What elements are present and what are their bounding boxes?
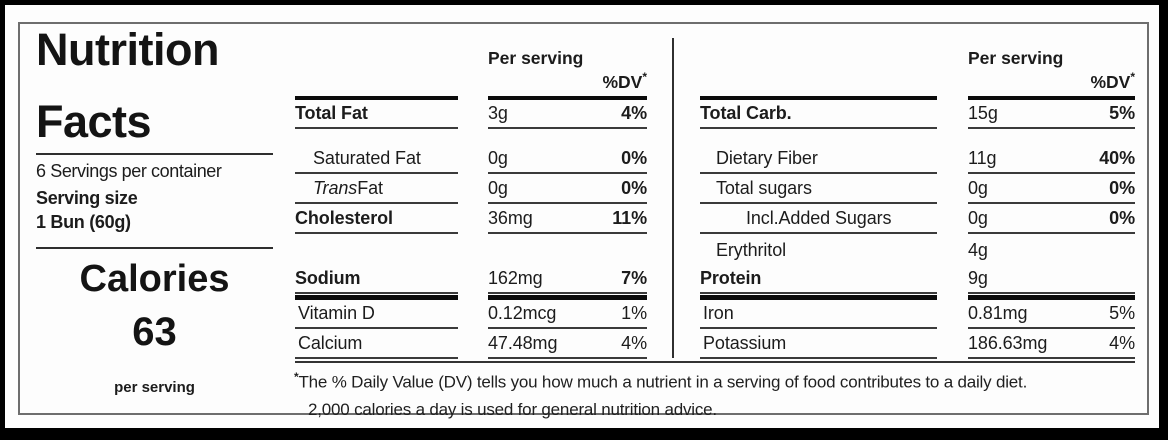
column-header: Per serving %DV* <box>700 40 1135 96</box>
footnote-line1: *The % Daily Value (DV) tells you how mu… <box>294 370 1028 392</box>
nutrient-row-total-fat: Total Fat 3g 4% <box>295 100 647 129</box>
nutrient-amount: 4g <box>968 240 988 260</box>
nutrient-name: Cholesterol <box>295 204 458 234</box>
daily-value-footnote: *The % Daily Value (DV) tells you how mu… <box>294 366 1154 421</box>
footnote-asterisk: * <box>294 370 299 384</box>
title-line2: Facts <box>36 96 152 147</box>
serving-size-value: 1 Bun (60g) <box>36 212 131 232</box>
spacer-row <box>295 234 647 264</box>
nutrient-row-cholesterol: Cholesterol 36mg 11% <box>295 204 647 234</box>
nutrient-row-potassium: Potassium 186.63mg 4% <box>700 329 1135 359</box>
per-serving-header: Per serving <box>488 48 584 69</box>
nutrient-name: Trans Fat <box>295 174 458 204</box>
nutrient-amount: 9g <box>968 268 988 288</box>
nutrient-row-protein: Protein 9g <box>700 264 1135 294</box>
nutrient-row-iron: Iron 0.81mg 5% <box>700 300 1135 329</box>
nutrient-name: Iron <box>700 300 937 329</box>
nutrient-dv: 40% <box>1099 148 1135 168</box>
dv-header: %DV* <box>1090 70 1135 92</box>
nutrient-row-total-carb: Total Carb. 15g 5% <box>700 100 1135 129</box>
nutrient-dv: 11% <box>612 208 647 228</box>
label-inner-border <box>18 22 1149 415</box>
servings-per-container: 6 Servings per container <box>36 161 222 181</box>
nutrient-amount: 0g <box>488 178 508 198</box>
serving-size-label: Serving size <box>36 188 138 208</box>
nutrient-amount: 11g <box>968 148 997 168</box>
calories-value: 63 <box>132 310 177 354</box>
carb-protein-column: Per serving %DV* Total Carb. 15g 5% Dieta… <box>700 40 1135 359</box>
nutrient-dv: 0% <box>621 148 647 168</box>
nutrient-name: Incl.Added Sugars <box>700 204 937 234</box>
label-title: Nutrition Facts <box>36 14 219 158</box>
nutrient-row-sodium: Sodium 162mg 7% <box>295 264 647 294</box>
section-divider-thick <box>700 295 1135 300</box>
footnote-line2: 2,000 calories a day is used for general… <box>308 399 717 419</box>
nutrient-name: Sodium <box>295 264 458 294</box>
column-divider <box>672 38 674 358</box>
dv-asterisk: * <box>642 70 647 85</box>
calories-label: Calories <box>79 258 230 300</box>
fat-sodium-column: Per serving %DV* Total Fat 3g 4% Saturate… <box>295 40 647 359</box>
nutrient-name: Erythritol <box>716 240 787 260</box>
calories-per-serving: per serving <box>114 379 195 396</box>
nutrient-name: Protein <box>700 264 937 294</box>
nutrient-dv: 0% <box>621 178 647 198</box>
nutrient-name: Saturated Fat <box>295 129 458 174</box>
nutrient-name: Vitamin D <box>295 300 458 329</box>
section-divider-thick <box>700 96 1135 100</box>
nutrient-name: Total sugars <box>700 174 937 204</box>
nutrient-amount: 0.81mg <box>968 303 1028 323</box>
nutrient-amount: 0g <box>968 178 988 198</box>
nutrient-amount: 0.12mcg <box>488 303 557 323</box>
nutrient-amount: 162mg <box>488 268 543 288</box>
dv-header: %DV* <box>602 70 647 92</box>
nutrient-row-saturated-fat: Saturated Fat 0g 0% <box>295 129 647 174</box>
nutrient-amount: 0g <box>968 208 988 228</box>
nutrient-name: Calcium <box>295 329 458 359</box>
nutrient-name: Potassium <box>700 329 937 359</box>
nutrient-dv: 4% <box>621 103 647 123</box>
nutrient-row-added-sugars: Incl.Added Sugars 0g 0% <box>700 204 1135 234</box>
nutrient-dv: 0% <box>1109 208 1135 228</box>
nutrient-amount: 47.48mg <box>488 333 558 353</box>
left-panel: Nutrition Facts 6 Servings per container… <box>36 0 273 415</box>
title-line1: Nutrition <box>36 24 219 75</box>
nutrient-amount: 186.63mg <box>968 333 1048 353</box>
nutrient-row-dietary-fiber: Dietary Fiber 11g 40% <box>700 129 1135 174</box>
nutrient-row-vitamin-d: Vitamin D 0.12mcg 1% <box>295 300 647 329</box>
section-divider-thick <box>295 295 647 300</box>
nutrient-name: Total Fat <box>295 100 458 129</box>
panel-divider <box>36 247 273 249</box>
nutrient-dv: 7% <box>621 268 647 288</box>
nutrient-dv: 4% <box>1109 333 1135 353</box>
footnote-divider <box>295 361 1135 363</box>
nutrient-amount: 15g <box>968 103 998 123</box>
nutrient-dv: 5% <box>1109 103 1135 123</box>
per-serving-header: Per serving <box>968 48 1064 69</box>
nutrient-dv: 5% <box>1109 303 1135 323</box>
nutrient-dv: 0% <box>1109 178 1135 198</box>
nutrient-dv: 4% <box>621 333 647 353</box>
dv-asterisk: * <box>1130 70 1135 85</box>
nutrient-amount: 36mg <box>488 208 533 228</box>
nutrient-amount: 3g <box>488 103 508 123</box>
nutrient-name: Dietary Fiber <box>700 129 937 174</box>
nutrient-name: Total Carb. <box>700 100 937 129</box>
nutrient-amount: 0g <box>488 148 508 168</box>
nutrient-dv: 1% <box>621 303 647 323</box>
nutrient-row-erythritol: Erythritol 4g <box>700 234 1135 264</box>
panel-divider <box>36 153 273 155</box>
nutrient-row-trans-fat: Trans Fat 0g 0% <box>295 174 647 204</box>
section-divider-thick <box>295 96 647 100</box>
column-header: Per serving %DV* <box>295 40 647 96</box>
nutrient-row-calcium: Calcium 47.48mg 4% <box>295 329 647 359</box>
nutrient-row-total-sugars: Total sugars 0g 0% <box>700 174 1135 204</box>
